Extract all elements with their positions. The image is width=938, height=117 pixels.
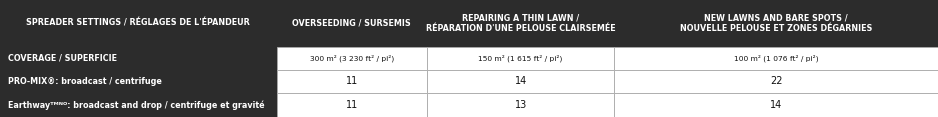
Text: NEW LAWNS AND BARE SPOTS /
NOUVELLE PELOUSE ET ZONES DÉGARNIES: NEW LAWNS AND BARE SPOTS / NOUVELLE PELO… xyxy=(680,13,872,33)
Text: 100 m² (1 076 ft² / pi²): 100 m² (1 076 ft² / pi²) xyxy=(734,54,819,62)
Bar xyxy=(614,93,938,117)
Text: 13: 13 xyxy=(514,100,527,110)
Text: 14: 14 xyxy=(770,100,782,110)
Text: SPREADER SETTINGS / RÉGLAGES DE L'ÉPANDEUR: SPREADER SETTINGS / RÉGLAGES DE L'ÉPANDE… xyxy=(26,19,250,28)
Bar xyxy=(277,70,427,93)
Bar xyxy=(427,47,614,70)
Text: 300 m² (3 230 ft² / pi²): 300 m² (3 230 ft² / pi²) xyxy=(310,54,394,62)
Text: REPAIRING A THIN LAWN /
RÉPARATION D'UNE PELOUSE CLAIRSEMÉE: REPAIRING A THIN LAWN / RÉPARATION D'UNE… xyxy=(426,13,615,33)
Bar xyxy=(427,70,614,93)
Text: Earthwayᵀᴹᴺᴼ: broadcast and drop / centrifuge et gravité: Earthwayᵀᴹᴺᴼ: broadcast and drop / centr… xyxy=(8,100,265,110)
Bar xyxy=(427,93,614,117)
Bar xyxy=(277,47,427,70)
Text: OVERSEEDING / SURSEMIS: OVERSEEDING / SURSEMIS xyxy=(293,19,411,28)
Text: 11: 11 xyxy=(345,100,358,110)
Text: COVERAGE / SUPERFICIE: COVERAGE / SUPERFICIE xyxy=(8,54,116,63)
Text: PRO-MIX®: broadcast / centrifuge: PRO-MIX®: broadcast / centrifuge xyxy=(8,77,161,86)
Text: 11: 11 xyxy=(345,76,358,86)
Text: 22: 22 xyxy=(770,76,782,86)
Text: 150 m² (1 615 ft² / pi²): 150 m² (1 615 ft² / pi²) xyxy=(478,54,563,62)
Bar xyxy=(614,70,938,93)
Bar xyxy=(614,47,938,70)
Bar xyxy=(277,93,427,117)
Text: 14: 14 xyxy=(514,76,527,86)
